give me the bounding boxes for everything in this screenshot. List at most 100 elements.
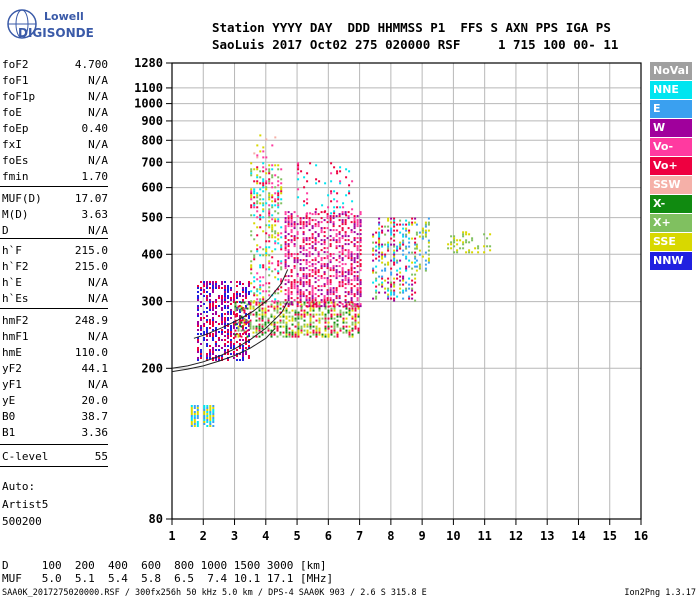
echo-point [299, 291, 302, 294]
echo-point [323, 285, 326, 288]
digisonde-logo: Lowell DIGISONDE [4, 6, 124, 46]
echo-point [230, 339, 232, 341]
echo-point [227, 311, 229, 313]
echo-point [359, 213, 362, 216]
echo-point [372, 241, 375, 244]
echo-point [378, 217, 381, 220]
echo-point [274, 230, 277, 233]
echo-point [265, 248, 268, 251]
echo-point [462, 241, 465, 244]
echo-point [267, 327, 270, 330]
echo-point [237, 321, 240, 324]
echo-point [314, 293, 317, 296]
echo-point [240, 321, 243, 324]
echo-point [356, 283, 359, 286]
echo-point [297, 333, 300, 336]
echo-point [350, 271, 353, 274]
echo-point [242, 319, 244, 321]
echo-point [347, 283, 350, 286]
echo-point [375, 257, 378, 260]
echo-point [302, 217, 305, 220]
param-name: B1 [2, 426, 16, 439]
echo-point [338, 295, 341, 298]
echo-point [318, 331, 321, 334]
echo-point [323, 297, 326, 300]
echo-point [305, 299, 308, 302]
echo-point [414, 217, 417, 220]
echo-point [209, 309, 211, 311]
echo-point [215, 299, 217, 301]
echo-point [245, 315, 247, 317]
echo-point [357, 329, 360, 332]
echo-point [347, 211, 350, 214]
echo-point [265, 172, 268, 175]
param-name: B0 [2, 410, 16, 423]
echo-point [329, 299, 332, 302]
echo-point [277, 202, 280, 205]
echo-point [357, 315, 360, 318]
echo-point [330, 212, 333, 215]
echo-cluster [372, 217, 417, 302]
echo-point [411, 297, 414, 300]
echo-point [314, 211, 317, 214]
echo-point [243, 331, 246, 334]
echo-point [414, 265, 417, 268]
echo-point [327, 194, 330, 197]
echo-point [344, 219, 347, 222]
echo-point [245, 295, 247, 297]
echo-point [274, 220, 277, 223]
echo-point [347, 269, 350, 272]
echo-point [381, 261, 384, 264]
echo-point [256, 248, 259, 251]
echo-point [252, 305, 255, 308]
echo-point [332, 303, 335, 306]
echo-point [290, 269, 293, 272]
echo-point [427, 249, 430, 252]
echo-point [206, 331, 208, 333]
echo-point [326, 227, 329, 230]
x-tick-label: 9 [419, 529, 426, 543]
echo-point [203, 417, 206, 419]
echo-point [414, 277, 417, 280]
echo-point [234, 333, 237, 336]
echo-point [353, 219, 356, 222]
echo-point [290, 225, 293, 228]
echo-point [293, 211, 296, 214]
echo-point [239, 305, 241, 307]
echo-point [312, 331, 315, 334]
echo-point [314, 257, 317, 260]
echo-point [318, 319, 321, 322]
echo-point [280, 290, 283, 293]
echo-point [293, 227, 296, 230]
echo-point [345, 329, 348, 332]
echo-point [224, 313, 226, 315]
echo-point [345, 194, 348, 197]
echo-point [320, 267, 323, 270]
echo-point [324, 325, 327, 328]
echo-point [212, 413, 215, 415]
echo-point [203, 295, 205, 297]
echo-point [378, 259, 381, 262]
param-value: 215.0 [74, 244, 108, 257]
echo-point [288, 335, 291, 338]
echo-point [271, 256, 274, 259]
echo-point [326, 277, 329, 280]
echo-point [293, 237, 296, 240]
echo-point [285, 329, 288, 332]
echo-point [317, 305, 320, 308]
echo-point [323, 239, 326, 242]
echo-point [242, 317, 244, 319]
echo-point [250, 282, 253, 285]
echo-point [414, 221, 417, 224]
echo-point [274, 242, 277, 245]
echo-point [418, 265, 421, 268]
echo-point [227, 289, 229, 291]
echo-point [353, 275, 356, 278]
echo-point [344, 221, 347, 224]
echo-point [351, 200, 354, 203]
echo-point [372, 253, 375, 256]
echo-point [256, 168, 259, 171]
x-tick-label: 7 [356, 529, 363, 543]
echo-point [323, 263, 326, 266]
echo-point [248, 285, 250, 287]
